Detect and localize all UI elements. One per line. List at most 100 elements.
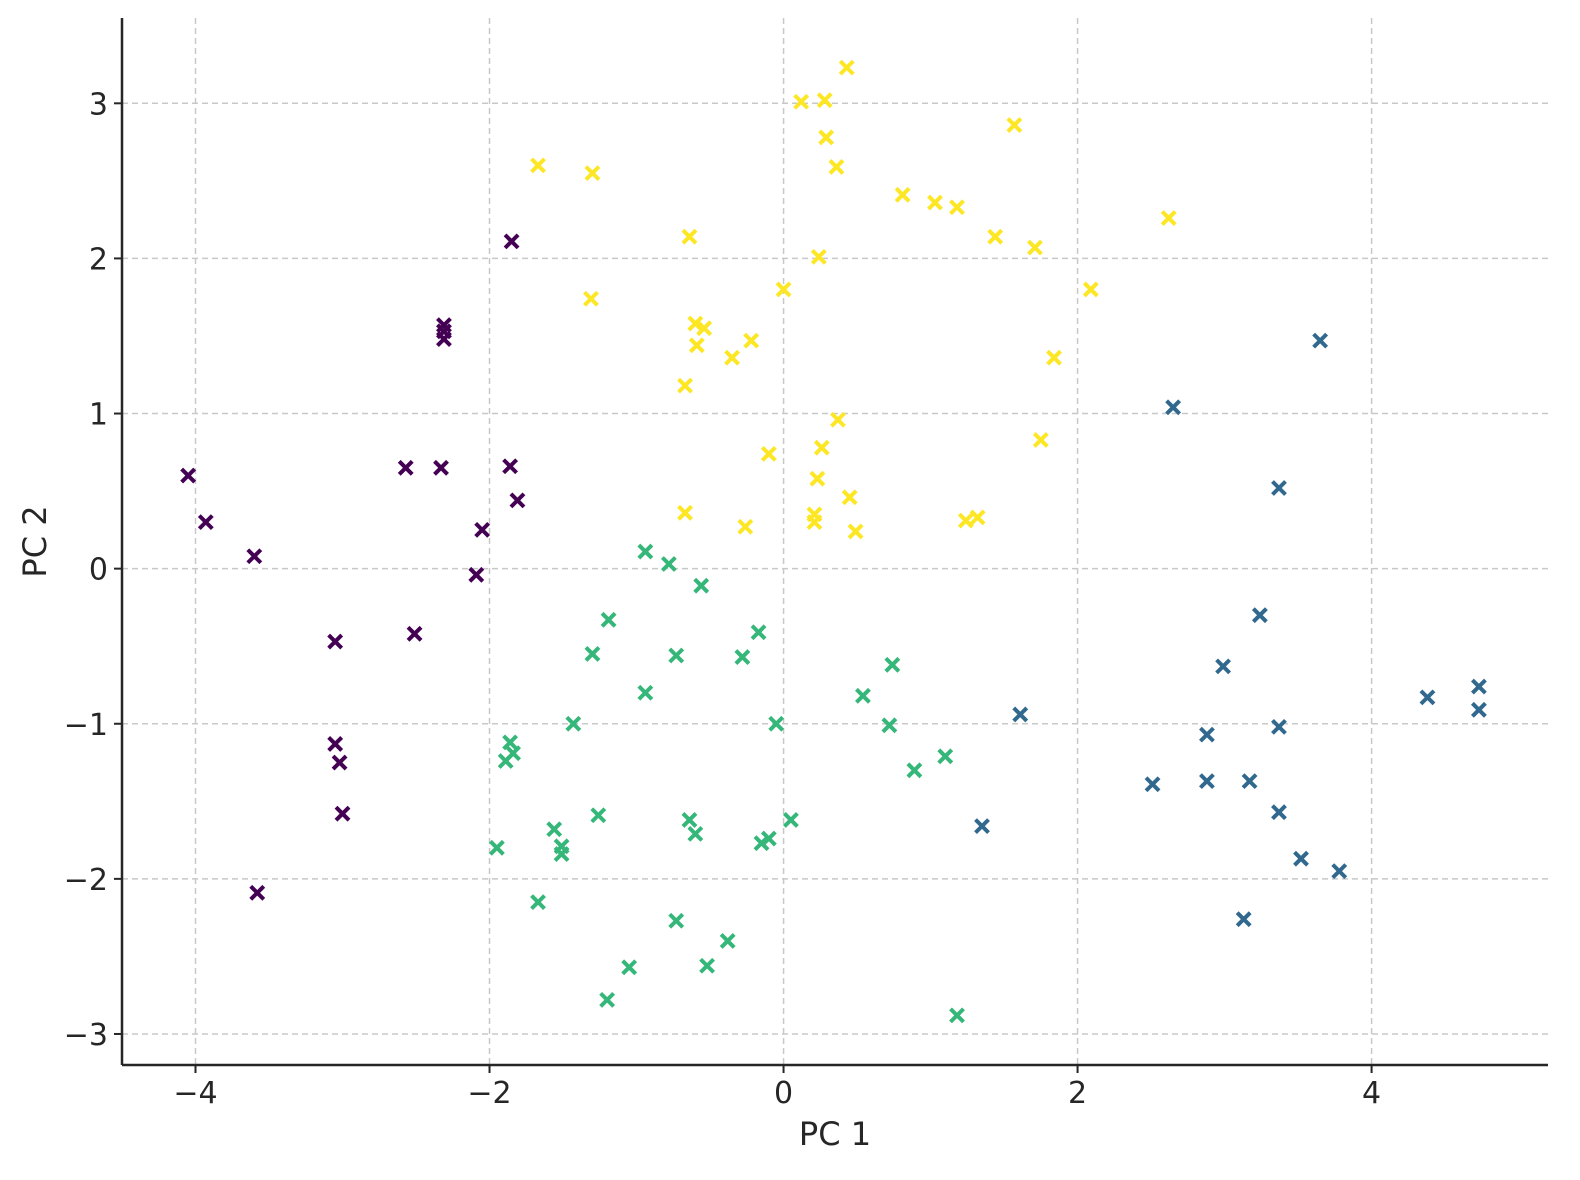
data-point: [987, 228, 1004, 245]
data-point: [884, 656, 901, 673]
data-point: [1271, 480, 1287, 496]
data-point: [637, 684, 654, 701]
data-point: [621, 959, 638, 976]
data-point: [760, 445, 777, 462]
y-tick-label: 1: [89, 398, 108, 433]
data-point: [816, 92, 833, 109]
data-point: [737, 518, 754, 535]
data-point: [1144, 776, 1161, 793]
data-point: [724, 349, 741, 366]
data-point: [1032, 431, 1049, 448]
y-tick-label: −1: [64, 708, 108, 743]
data-point: [949, 199, 965, 216]
data-point: [894, 186, 911, 203]
data-point: [1215, 658, 1232, 675]
data-point: [406, 625, 423, 642]
data-point: [1160, 210, 1177, 227]
data-point: [546, 821, 563, 838]
data-point: [687, 315, 704, 332]
grid-lines: [122, 18, 1548, 1065]
data-point: [1470, 678, 1487, 695]
data-point: [600, 611, 617, 628]
data-point: [677, 377, 693, 394]
data-point: [906, 762, 923, 779]
data-point: [1251, 607, 1268, 624]
data-point: [530, 894, 546, 911]
data-point: [813, 439, 830, 456]
data-point: [1241, 773, 1258, 790]
data-point: [838, 59, 855, 76]
y-tick-label: 0: [89, 553, 108, 588]
x-axis-label: PC 1: [799, 1115, 871, 1153]
data-point: [828, 158, 845, 175]
data-point: [810, 248, 827, 265]
y-tick-label: −2: [64, 863, 108, 898]
data-point: [1293, 850, 1309, 867]
data-point: [180, 467, 197, 484]
data-point: [509, 492, 526, 509]
x-tick-label: −2: [467, 1076, 511, 1111]
data-point: [1027, 239, 1043, 256]
data-point: [687, 825, 704, 842]
data-point: [969, 509, 986, 526]
data-point: [249, 884, 266, 901]
data-point: [637, 543, 654, 560]
data-points: [180, 59, 1487, 1024]
data-point: [681, 812, 698, 828]
data-point: [246, 548, 263, 565]
data-point: [668, 912, 685, 929]
data-point: [397, 459, 414, 476]
data-point: [1419, 689, 1436, 706]
data-point: [565, 715, 582, 732]
data-point: [1165, 399, 1182, 416]
data-point: [696, 320, 713, 337]
data-point: [957, 512, 974, 529]
data-point: [809, 470, 826, 487]
data-point: [327, 736, 344, 752]
data-point: [1199, 773, 1215, 790]
data-point: [502, 734, 519, 751]
data-point: [743, 332, 760, 349]
x-tick-label: −4: [173, 1076, 217, 1111]
y-tick-label: −3: [64, 1018, 108, 1053]
data-point: [782, 812, 799, 828]
data-point: [488, 839, 505, 856]
data-point: [334, 805, 351, 822]
data-point: [677, 504, 693, 521]
axes: [120, 18, 1548, 1067]
data-point: [583, 290, 599, 307]
data-point: [760, 830, 777, 847]
data-point: [750, 624, 767, 641]
data-point: [553, 846, 570, 862]
data-point: [590, 807, 607, 824]
data-point: [584, 165, 601, 182]
data-point: [584, 646, 601, 662]
data-point: [1235, 911, 1252, 928]
tick-marks: −4 −2 0 2 4 −3 −2 −1 0 1 2 3: [64, 87, 1381, 1111]
data-point: [1271, 718, 1287, 735]
data-point: [436, 331, 452, 347]
data-point: [1046, 349, 1062, 366]
data-point: [855, 687, 871, 704]
data-point: [1012, 706, 1029, 723]
data-point: [1271, 804, 1287, 821]
data-point: [949, 1007, 965, 1024]
data-point: [327, 633, 344, 650]
data-point: [1082, 281, 1099, 298]
x-tick-label: 2: [1068, 1076, 1087, 1111]
data-point: [775, 281, 792, 298]
data-point: [693, 577, 710, 594]
data-point: [503, 233, 520, 250]
data-point: [937, 748, 954, 765]
data-point: [768, 715, 785, 732]
data-point: [474, 521, 491, 538]
data-point: [793, 93, 810, 110]
data-point: [530, 157, 546, 174]
data-point: [688, 337, 705, 354]
data-point: [699, 957, 716, 974]
data-point: [197, 514, 214, 531]
y-tick-label: 3: [89, 87, 108, 122]
data-point: [881, 717, 898, 734]
data-point: [806, 514, 823, 531]
